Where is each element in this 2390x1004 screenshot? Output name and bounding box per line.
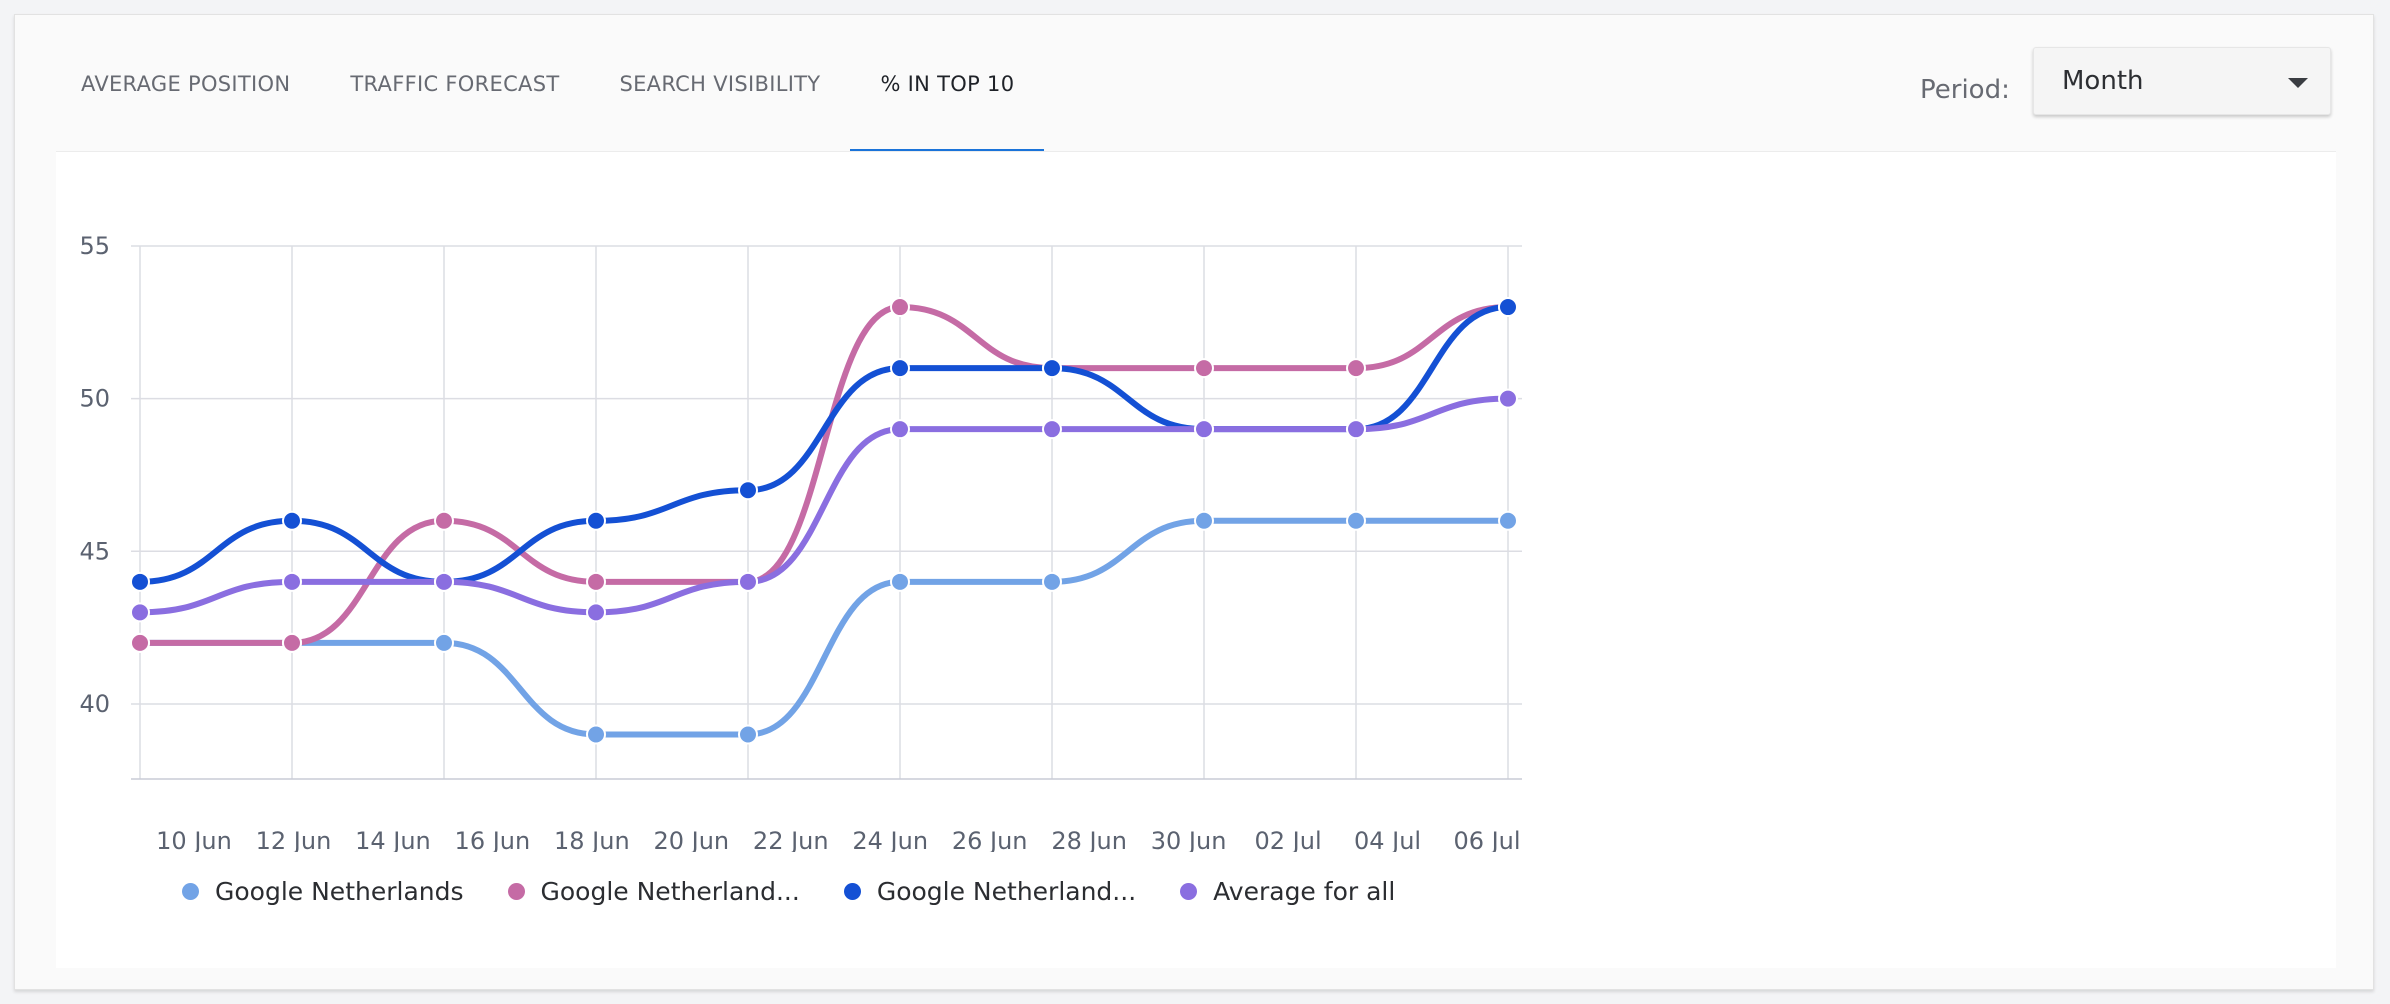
- series-1-point: [434, 632, 454, 653]
- series-4-point: [282, 571, 302, 592]
- legend-label: Average for all: [1213, 877, 1396, 906]
- series-4-point: [1194, 419, 1214, 440]
- legend-label: Google Netherlands: [215, 877, 464, 906]
- x-tick-label: 28 Jun: [1051, 827, 1127, 852]
- series-1-point: [738, 724, 758, 745]
- x-tick-label: 24 Jun: [852, 827, 928, 852]
- legend-marker-icon: [182, 883, 199, 900]
- series-line-2: [137, 304, 1511, 646]
- period-dropdown[interactable]: Month: [2033, 47, 2331, 115]
- legend-label: Google Netherland...: [876, 877, 1137, 906]
- x-tick-label: 10 Jun: [156, 827, 232, 852]
- series-2-point: [434, 510, 454, 531]
- series-1-point: [1042, 571, 1062, 592]
- series-line-4: [137, 395, 1511, 616]
- x-tick-label: 20 Jun: [653, 827, 729, 852]
- series-3-point: [738, 480, 758, 501]
- series-2-point: [282, 632, 302, 653]
- x-tick-label: 26 Jun: [952, 827, 1028, 852]
- y-tick-label: 50: [79, 385, 110, 413]
- x-tick-label: 22 Jun: [753, 827, 829, 852]
- legend-label: Google Netherland...: [540, 877, 800, 906]
- series-2-point: [130, 632, 150, 653]
- series-4-point: [586, 602, 606, 623]
- tab-traffic-forecast[interactable]: TRAFFIC FORECAST: [350, 72, 560, 96]
- chart-card: AVERAGE POSITION TRAFFIC FORECAST SEARCH…: [14, 14, 2374, 990]
- legend-item-3[interactable]: Google Netherland...: [843, 877, 1137, 906]
- period-value: Month: [2062, 66, 2144, 96]
- series-1-point: [890, 571, 910, 592]
- series-line-1: [137, 517, 1511, 738]
- legend-item-2[interactable]: Google Netherland...: [507, 877, 800, 906]
- x-tick-label: 16 Jun: [455, 827, 531, 852]
- series-1-point: [586, 724, 606, 745]
- metric-tabs: AVERAGE POSITION TRAFFIC FORECAST SEARCH…: [51, 15, 1045, 155]
- series-4-point: [890, 419, 910, 440]
- series-4-point: [1042, 419, 1062, 440]
- series-4-point: [434, 571, 454, 592]
- series-1-point: [1194, 510, 1214, 531]
- x-tick-label: 12 Jun: [256, 827, 332, 852]
- series-2-point: [890, 297, 910, 318]
- y-tick-label: 45: [79, 537, 110, 565]
- series-3-point: [282, 510, 302, 531]
- series-3-point: [1498, 297, 1518, 318]
- chart-panel: 40 45 50 55 10 Jun 12 Jun 14 Jun 16 Jun 18 Jun 20…: [56, 151, 2336, 968]
- chart-legend: Google Netherlands Google Netherland... Go…: [182, 877, 1439, 906]
- legend-marker-icon: [1180, 883, 1198, 900]
- y-tick-label: 55: [79, 232, 110, 260]
- x-tick-label: 30 Jun: [1151, 827, 1227, 852]
- series-4-point: [130, 602, 150, 623]
- series-3-point: [1042, 358, 1062, 379]
- period-label: Period:: [1920, 75, 2010, 105]
- legend-marker-icon: [507, 883, 525, 900]
- legend-marker-icon: [843, 883, 861, 900]
- line-chart: 40 45 50 55 10 Jun 12 Jun 14 Jun 16 Jun 18 Jun 20…: [79, 232, 1522, 852]
- series-3-point: [130, 571, 150, 592]
- legend-item-1[interactable]: Google Netherlands: [182, 877, 464, 906]
- series-2-point: [586, 571, 606, 592]
- x-tick-label: 04 Jul: [1354, 827, 1421, 852]
- series-1-point: [1346, 510, 1366, 531]
- caret-down-icon: [2288, 78, 2308, 88]
- series-3-point: [890, 358, 910, 379]
- tab-average-position[interactable]: AVERAGE POSITION: [81, 72, 291, 96]
- series-2-point: [1194, 358, 1214, 379]
- x-tick-label: 18 Jun: [554, 827, 630, 852]
- series-4-point: [738, 571, 758, 592]
- series-2-point: [1346, 358, 1366, 379]
- tab-search-visibility[interactable]: SEARCH VISIBILITY: [619, 72, 821, 96]
- series-4-point: [1346, 419, 1366, 440]
- y-tick-label: 40: [79, 690, 110, 718]
- series-4-point: [1498, 388, 1518, 409]
- x-tick-label: 02 Jul: [1255, 827, 1322, 852]
- x-tick-label: 06 Jul: [1453, 827, 1520, 852]
- tab-percent-in-top-10[interactable]: % IN TOP 10: [850, 15, 1045, 155]
- x-tick-label: 14 Jun: [355, 827, 431, 852]
- series-1-point: [1498, 510, 1518, 531]
- legend-item-4[interactable]: Average for all: [1180, 877, 1395, 906]
- series-3-point: [586, 510, 606, 531]
